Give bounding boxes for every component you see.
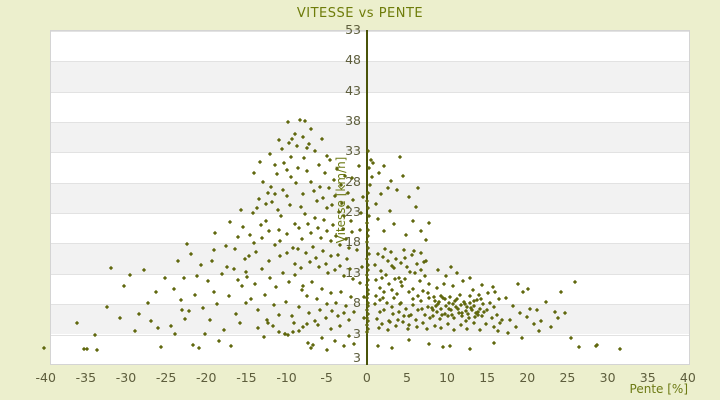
gridline	[51, 31, 689, 32]
grid-band-white	[51, 31, 689, 62]
grid-band-white	[51, 273, 689, 305]
gridline	[51, 91, 689, 93]
grid-band-white	[51, 213, 689, 244]
gridline	[51, 213, 689, 215]
grid-band-gray	[51, 182, 689, 214]
grid-band-gray	[51, 121, 689, 153]
x-tick-label: -10	[276, 370, 297, 385]
chart-title: VITESSE vs PENTE	[296, 6, 424, 21]
grid-band-white	[51, 91, 689, 122]
gridline	[51, 152, 689, 154]
x-tick-label: 0	[362, 370, 371, 385]
x-tick-label: 35	[639, 370, 656, 385]
gridline	[51, 121, 689, 123]
gridline	[51, 273, 689, 275]
x-tick-label: -15	[236, 370, 257, 385]
x-tick-label: -40	[35, 370, 56, 385]
grid-band-white	[51, 334, 689, 364]
gridline	[51, 243, 689, 245]
x-tick-label: 30	[599, 370, 616, 385]
x-tick-label: -25	[155, 370, 177, 385]
gridline	[51, 304, 689, 306]
x-tick-label: 5	[402, 370, 411, 385]
x-tick-label: -5	[320, 370, 333, 385]
grid-band-white	[51, 152, 689, 183]
x-tick-label: 40	[679, 370, 696, 385]
gridline	[51, 61, 689, 63]
gridline	[51, 182, 689, 184]
zero-axis-line	[365, 30, 368, 365]
gridline	[51, 334, 689, 336]
x-tick-label: -35	[75, 370, 97, 385]
x-tick-label: 15	[479, 370, 496, 385]
x-tick-label: -30	[115, 370, 137, 385]
x-tick-label: 10	[439, 370, 455, 385]
grid-band-gray	[51, 243, 689, 274]
x-tick-label: 20	[519, 370, 536, 385]
grid-band-gray	[51, 304, 689, 335]
plot-area	[50, 30, 690, 365]
x-axis-title: Pente [%]	[629, 382, 688, 396]
grid-band-gray	[51, 61, 689, 92]
x-tick-label: -20	[196, 370, 217, 385]
x-tick-label: 25	[559, 370, 576, 385]
scatter-point	[42, 345, 47, 351]
